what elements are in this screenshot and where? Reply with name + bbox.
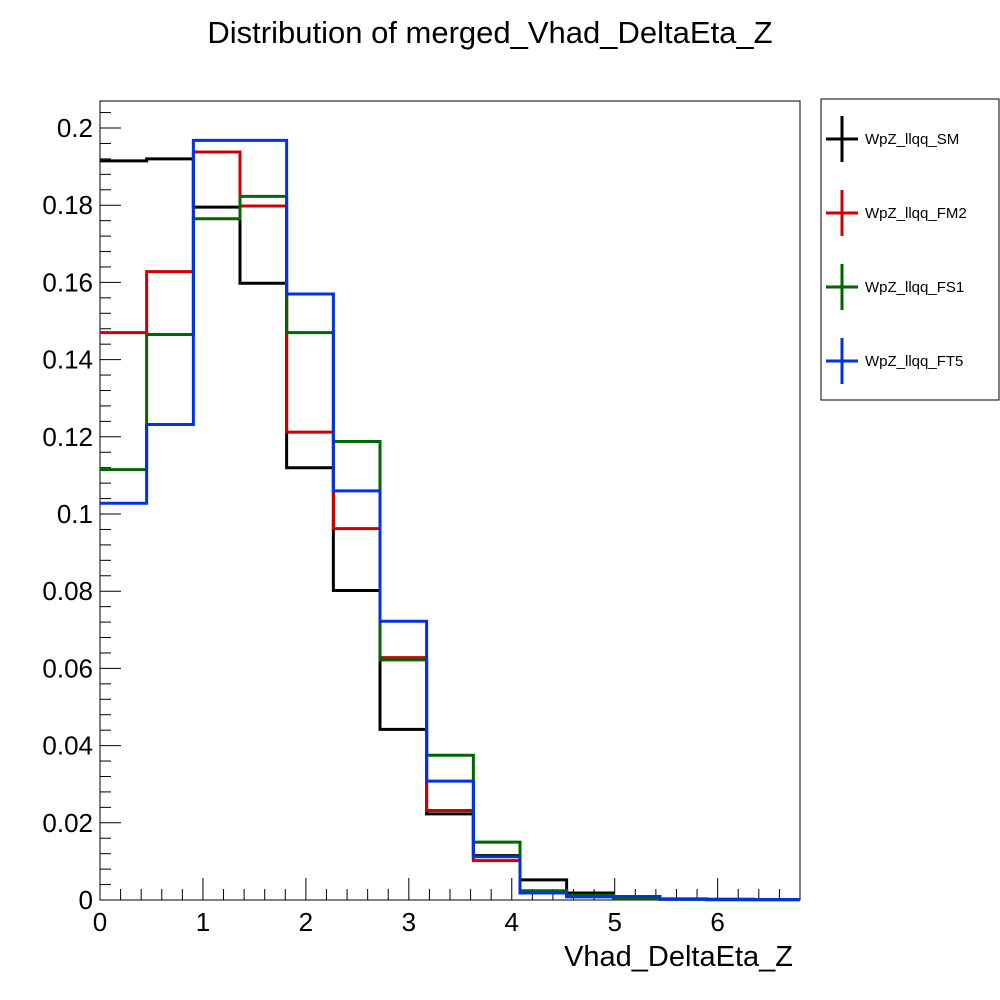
y-tick-label: 0.2 <box>57 113 93 143</box>
x-tick-label: 1 <box>196 907 210 937</box>
y-tick-labels: 0 0.02 0.04 0.06 0.08 0.1 0.12 0.14 0.16 0.18 0.2 <box>42 113 93 915</box>
y-tick-label: 0.18 <box>42 190 93 220</box>
x-tick-label: 0 <box>93 907 107 937</box>
x-tick-label: 3 <box>402 907 416 937</box>
legend-label: WpZ_llqq_FS1 <box>865 279 964 296</box>
y-tick-label: 0.1 <box>57 499 93 529</box>
y-tick-label: 0.08 <box>42 576 93 606</box>
series-line <box>100 194 800 902</box>
legend-label: WpZ_llqq_SM <box>865 131 959 148</box>
y-tick-label: 0.04 <box>42 731 93 761</box>
legend-box <box>820 98 1000 401</box>
x-axis-label: Vhad_DeltaEta_Z <box>564 941 793 973</box>
x-tick-label: 4 <box>505 907 519 937</box>
chart-title: Distribution of merged_Vhad_DeltaEta_Z <box>207 15 772 50</box>
legend-label: WpZ_llqq_FM2 <box>865 205 967 222</box>
y-tick-label: 0.14 <box>42 345 93 375</box>
x-tick-labels: 0 1 2 3 4 5 6 <box>93 907 725 937</box>
series-line <box>100 150 800 902</box>
x-tick-label: 2 <box>299 907 313 937</box>
x-tick-label: 6 <box>710 907 724 937</box>
y-tick-label: 0.06 <box>42 653 93 683</box>
legend-label: WpZ_llqq_FT5 <box>865 353 963 370</box>
y-tick-label: 0.16 <box>42 267 93 297</box>
series-layer <box>100 138 800 902</box>
legend: WpZ_llqq_SM WpZ_llqq_FM2 WpZ_llqq_FS1 WpZ_l… <box>820 98 1000 401</box>
y-tick-label: 0 <box>79 885 93 915</box>
series-line <box>100 157 800 902</box>
y-tick-label: 0.02 <box>42 808 93 838</box>
y-tick-label: 0.12 <box>42 422 93 452</box>
x-tick-label: 5 <box>607 907 621 937</box>
series-line <box>100 138 800 902</box>
